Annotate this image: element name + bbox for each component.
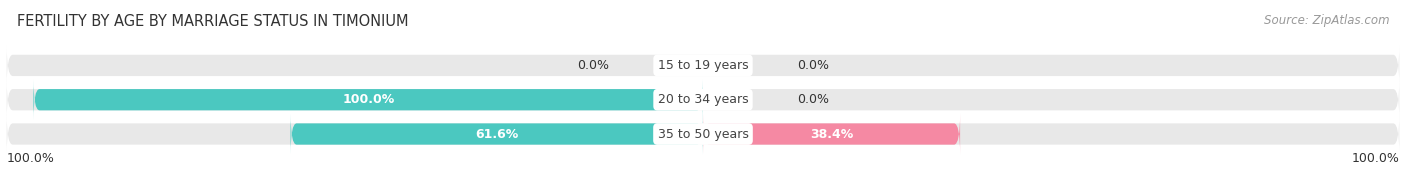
- FancyBboxPatch shape: [7, 114, 1399, 154]
- Text: 35 to 50 years: 35 to 50 years: [658, 128, 748, 141]
- Text: 0.0%: 0.0%: [578, 59, 609, 72]
- Text: 20 to 34 years: 20 to 34 years: [658, 93, 748, 106]
- Text: 38.4%: 38.4%: [810, 128, 853, 141]
- FancyBboxPatch shape: [34, 80, 703, 120]
- FancyBboxPatch shape: [291, 114, 703, 154]
- Text: 100.0%: 100.0%: [1351, 152, 1399, 165]
- Text: FERTILITY BY AGE BY MARRIAGE STATUS IN TIMONIUM: FERTILITY BY AGE BY MARRIAGE STATUS IN T…: [17, 14, 408, 29]
- Text: 100.0%: 100.0%: [342, 93, 394, 106]
- FancyBboxPatch shape: [703, 114, 960, 154]
- Text: 100.0%: 100.0%: [7, 152, 55, 165]
- FancyBboxPatch shape: [7, 45, 1399, 86]
- Text: 0.0%: 0.0%: [797, 59, 828, 72]
- Text: Source: ZipAtlas.com: Source: ZipAtlas.com: [1264, 14, 1389, 27]
- FancyBboxPatch shape: [7, 80, 1399, 120]
- Text: 61.6%: 61.6%: [475, 128, 519, 141]
- Text: 0.0%: 0.0%: [797, 93, 828, 106]
- Text: 15 to 19 years: 15 to 19 years: [658, 59, 748, 72]
